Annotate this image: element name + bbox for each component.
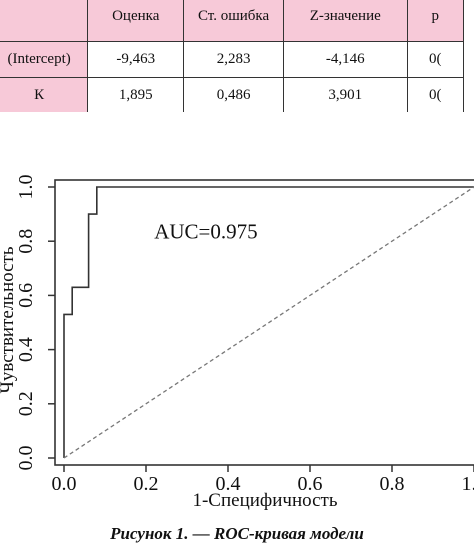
y-axis-label: Чувствительность [0, 246, 18, 393]
x-tick-label: 0.2 [134, 473, 159, 495]
table-row: (Intercept) -9,463 2,283 -4,146 0( [0, 41, 465, 78]
header-p: р [406, 0, 465, 42]
y-tick-label: 0.8 [15, 229, 37, 254]
x-tick-label: 0.0 [52, 473, 77, 495]
x-tick-label: 1.0 [462, 473, 474, 495]
x-tick-label: 0.8 [380, 473, 405, 495]
cell-p: 0( [406, 77, 465, 112]
auc-annotation: AUC=0.975 [154, 219, 257, 243]
header-empty [0, 0, 89, 42]
plot-frame [54, 179, 474, 466]
header-estimate: Оценка [87, 0, 185, 42]
cell-std-error: 2,283 [183, 41, 284, 78]
row-label-k: К [0, 77, 89, 112]
header-z-value: Z-значение [282, 0, 408, 42]
cell-estimate: 1,895 [87, 77, 185, 112]
x-tick-label: 0.4 [216, 473, 241, 495]
regression-table: Оценка Ст. ошибка Z-значение р (Intercep… [0, 0, 465, 112]
x-axis-label: 1-Специфичность [192, 490, 337, 511]
table-row: К 1,895 0,486 3,901 0( [0, 77, 465, 112]
roc-curve-line [63, 186, 474, 458]
series-group [63, 186, 474, 459]
y-tick-label: 0.0 [15, 446, 37, 471]
y-tick-label: 0.6 [15, 283, 37, 308]
y-tick-label: 1.0 [15, 175, 37, 200]
figure-caption: Рисунок 1. — ROC-кривая модели [110, 524, 364, 543]
cell-z-value: 3,901 [282, 77, 408, 112]
cell-p: 0( [406, 41, 465, 78]
regression-table-container: Оценка Ст. ошибка Z-значение р (Intercep… [0, 0, 474, 112]
header-std-error: Ст. ошибка [183, 0, 284, 42]
y-tick-label: 0.2 [15, 391, 37, 416]
x-axis: 0.0 0.2 0.4 0.6 0.8 1.0 [52, 465, 474, 495]
roc-chart: 0.0 0.2 0.4 0.6 0.8 1.0 0.0 0.2 0.4 0.6 0.8 1.0 AU… [0, 175, 474, 511]
y-tick-label: 0.4 [15, 337, 37, 362]
x-tick-label: 0.6 [298, 473, 323, 495]
cell-estimate: -9,463 [87, 41, 185, 78]
cell-std-error: 0,486 [183, 77, 284, 112]
table-header-row: Оценка Ст. ошибка Z-значение р [0, 0, 465, 42]
row-label-intercept: (Intercept) [0, 41, 89, 78]
reference-diagonal-line [63, 186, 474, 459]
y-axis: 0.0 0.2 0.4 0.6 0.8 1.0 [15, 175, 55, 471]
cell-z-value: -4,146 [282, 41, 408, 78]
